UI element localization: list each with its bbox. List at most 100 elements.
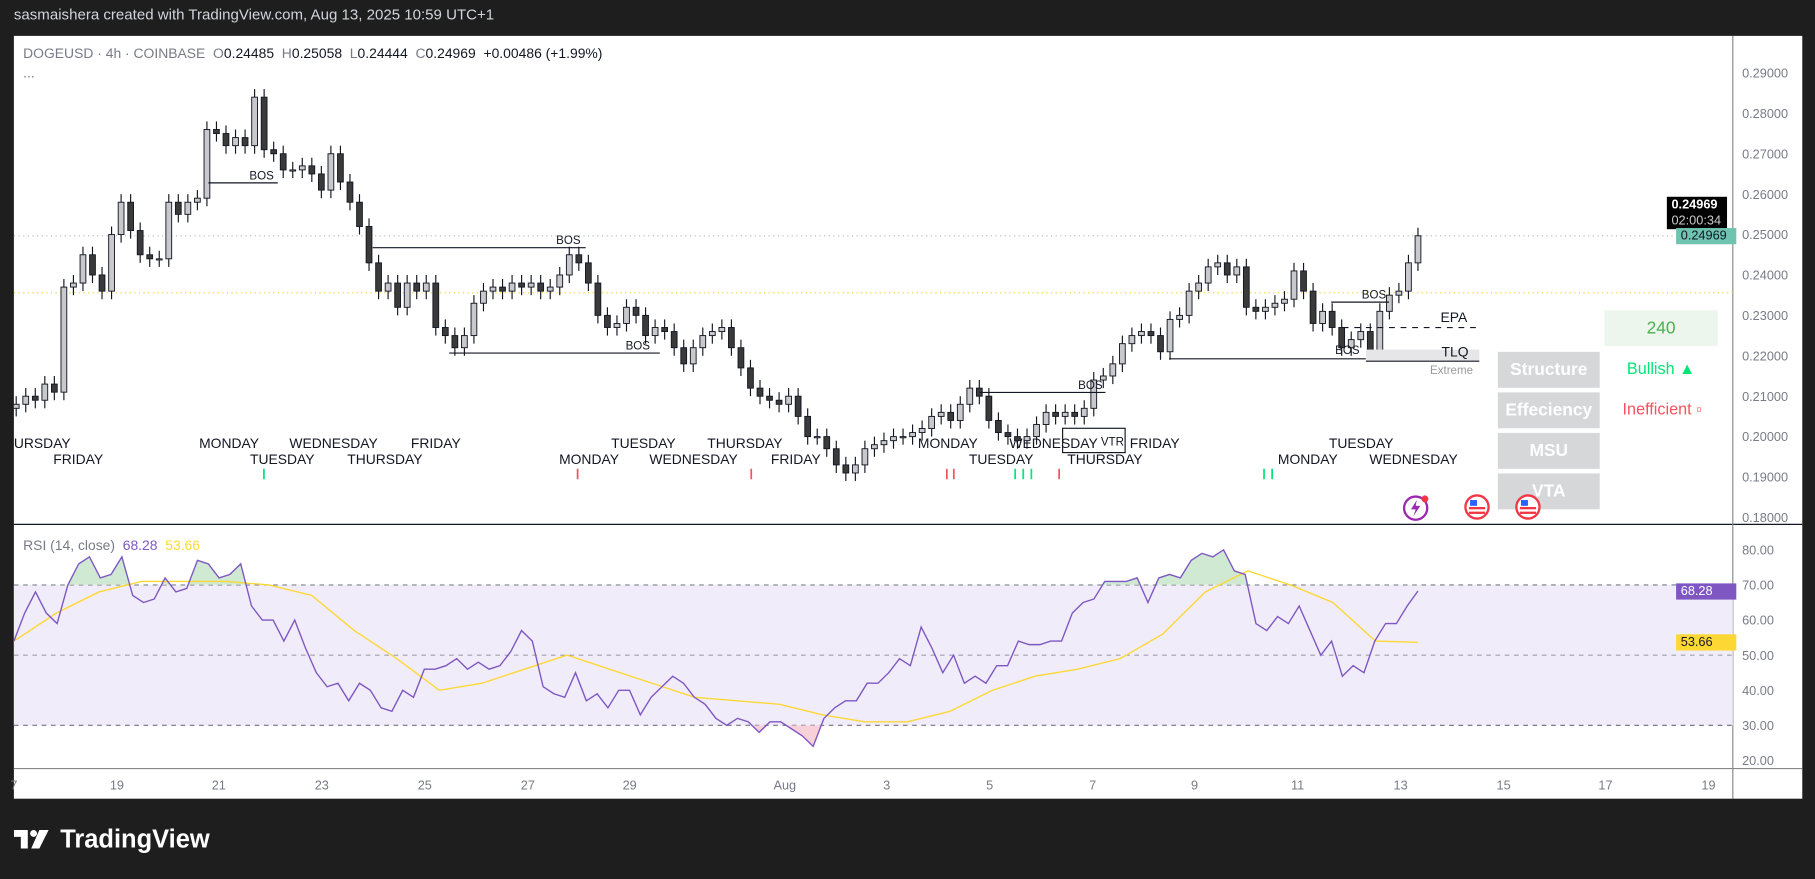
candle-body — [575, 254, 583, 264]
candle-body — [337, 153, 344, 183]
symbol-name[interactable]: DOGEUSD · 4h · COINBASE — [23, 45, 206, 62]
candle-body — [956, 403, 964, 421]
candle-body — [298, 165, 306, 171]
candle-body — [518, 282, 525, 288]
day-label: MONDAY — [1278, 451, 1338, 467]
candle-body — [813, 436, 821, 439]
candle-body — [1414, 235, 1422, 264]
candle-body — [441, 327, 449, 337]
candle-body — [1099, 375, 1107, 381]
bos-label: BOS — [1078, 380, 1103, 392]
candle-body — [1185, 290, 1193, 316]
candle-body — [766, 395, 773, 401]
candle — [1128, 327, 1136, 352]
rsi-tick-label: 60.00 — [1742, 613, 1774, 628]
date-tick-label: 19 — [110, 777, 124, 792]
us-flag-event-icon[interactable] — [1463, 493, 1491, 521]
candle — [508, 274, 516, 300]
us-flag-event-icon[interactable] — [1514, 493, 1542, 521]
efficiency-button[interactable]: Effeciency — [1497, 392, 1600, 429]
candle — [70, 274, 77, 296]
candle-body — [985, 395, 993, 421]
candle — [1185, 283, 1193, 324]
candle-body — [1395, 290, 1403, 296]
close-label: C — [415, 45, 426, 62]
rsi-title[interactable]: RSI (14, close) — [23, 537, 116, 554]
candle-body — [98, 274, 106, 292]
candle — [956, 396, 964, 429]
structure-button[interactable]: Structure — [1497, 351, 1600, 388]
candle — [60, 279, 68, 401]
candle-body — [394, 282, 401, 308]
candle-body — [375, 262, 382, 292]
candle — [613, 315, 621, 336]
candle — [394, 274, 401, 316]
price-tick-label: 0.20000 — [1742, 429, 1788, 444]
rsi-tick-label: 30.00 — [1742, 718, 1774, 733]
candle — [12, 396, 20, 417]
candle — [489, 279, 497, 300]
candle-body — [1128, 335, 1136, 345]
tlq-label: TLQ — [1442, 344, 1469, 360]
day-label: URSDAY — [14, 435, 71, 451]
lightning-event-icon[interactable] — [1401, 493, 1431, 523]
msu-button[interactable]: MSU — [1497, 432, 1600, 469]
candle-body — [356, 201, 363, 227]
date-tick-label: 9 — [1191, 777, 1198, 792]
bar-countdown: 02:00:34 — [1671, 214, 1722, 229]
rsi-legend: RSI (14, close) 68.28 53.66 — [23, 537, 200, 553]
candle-body — [527, 282, 535, 288]
candle-body — [184, 201, 192, 215]
candle-body — [775, 399, 783, 405]
candle — [337, 145, 344, 191]
candle-body — [1347, 339, 1355, 349]
candle — [499, 279, 506, 300]
candle-body — [632, 306, 640, 316]
candle — [756, 380, 764, 405]
rsi-tick-label: 50.00 — [1742, 648, 1774, 663]
candle — [98, 266, 106, 300]
candle-body — [1386, 294, 1393, 312]
candle — [1042, 404, 1050, 433]
candle-body — [1138, 331, 1145, 337]
candle — [50, 375, 58, 401]
candle — [852, 456, 859, 482]
candle-body — [451, 335, 459, 349]
candle-body — [508, 282, 516, 292]
candle-body — [1042, 411, 1050, 425]
candle-body — [1281, 298, 1288, 304]
candle — [937, 404, 945, 425]
candle-body — [823, 436, 831, 450]
date-tick-label: 15 — [1497, 777, 1511, 792]
candle-body — [1033, 424, 1040, 438]
candle — [356, 194, 363, 235]
candle — [1157, 327, 1164, 360]
rsi-line — [13, 548, 1419, 748]
candle-body — [1338, 327, 1346, 349]
candle-body — [785, 395, 792, 405]
low-value: 0.24444 — [357, 45, 408, 62]
vta-button[interactable]: VTA — [1497, 473, 1600, 510]
candle-body — [155, 258, 163, 261]
candle — [661, 319, 668, 340]
candle — [327, 145, 335, 199]
rsi-ma-value: 53.66 — [165, 537, 200, 554]
more-indicators-button[interactable]: ... — [23, 64, 35, 82]
candle-body — [918, 428, 926, 434]
candle — [1195, 274, 1203, 300]
rsi-value-tag: 68.28 — [1676, 583, 1737, 600]
candle-body — [1223, 262, 1231, 276]
candle — [1214, 254, 1222, 275]
price-tick-label: 0.23000 — [1742, 308, 1788, 323]
candle — [432, 274, 440, 336]
price-tick-label: 0.25000 — [1742, 227, 1788, 242]
candle — [918, 420, 926, 441]
candle — [298, 157, 306, 178]
candle — [1290, 262, 1298, 308]
candle — [546, 279, 554, 300]
candle-body — [1014, 436, 1021, 442]
candle-body — [708, 331, 716, 337]
candle — [1405, 254, 1412, 300]
candle-body — [747, 367, 754, 389]
